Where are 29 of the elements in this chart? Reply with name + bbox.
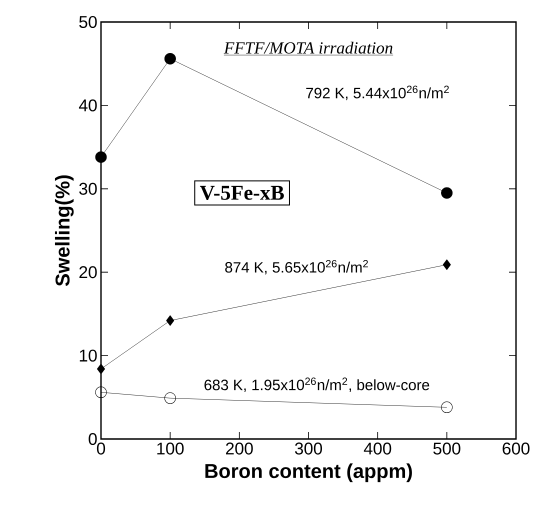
point <box>441 402 453 414</box>
point <box>166 315 174 326</box>
point <box>164 392 176 404</box>
annotation: V-5Fe-xB <box>200 186 284 200</box>
x-tick-label: 0 <box>96 442 106 455</box>
x-tick-label: 600 <box>502 442 530 455</box>
series-label: 874 K, 5.65x10$^{26}$n/m$^{2}$ <box>225 260 368 274</box>
x-tick-label: 500 <box>433 442 460 455</box>
y-tick-label: 20 <box>79 266 97 278</box>
x-tick-label: 100 <box>157 442 184 455</box>
series-label: 683 K, 1.95x10$^{26}$n/m$^{2}$, below-core <box>204 378 430 392</box>
y-tick-label: 50 <box>79 16 97 28</box>
point <box>442 259 451 270</box>
x-tick-label: 400 <box>364 442 392 455</box>
point <box>164 52 176 64</box>
y-tick-label: 10 <box>80 350 97 362</box>
point <box>441 187 453 199</box>
x-tick-label: 300 <box>294 442 322 455</box>
x-tick-label: 200 <box>226 442 253 455</box>
y-tick-label: 0 <box>88 432 97 446</box>
x-axis-title: Boron content (appm) <box>205 463 412 482</box>
annotation: FFTF/MOTA irradiation <box>224 42 392 54</box>
point <box>95 386 107 398</box>
point <box>97 364 105 374</box>
y-tick-label: 40 <box>78 99 97 112</box>
y-tick-label: 30 <box>79 182 97 195</box>
series-label: 792 K, 5.44x10$^{26}$n/m$^{2}$ <box>306 86 449 100</box>
y-axis-title: Swelling(%) <box>54 175 74 286</box>
point <box>95 151 107 163</box>
